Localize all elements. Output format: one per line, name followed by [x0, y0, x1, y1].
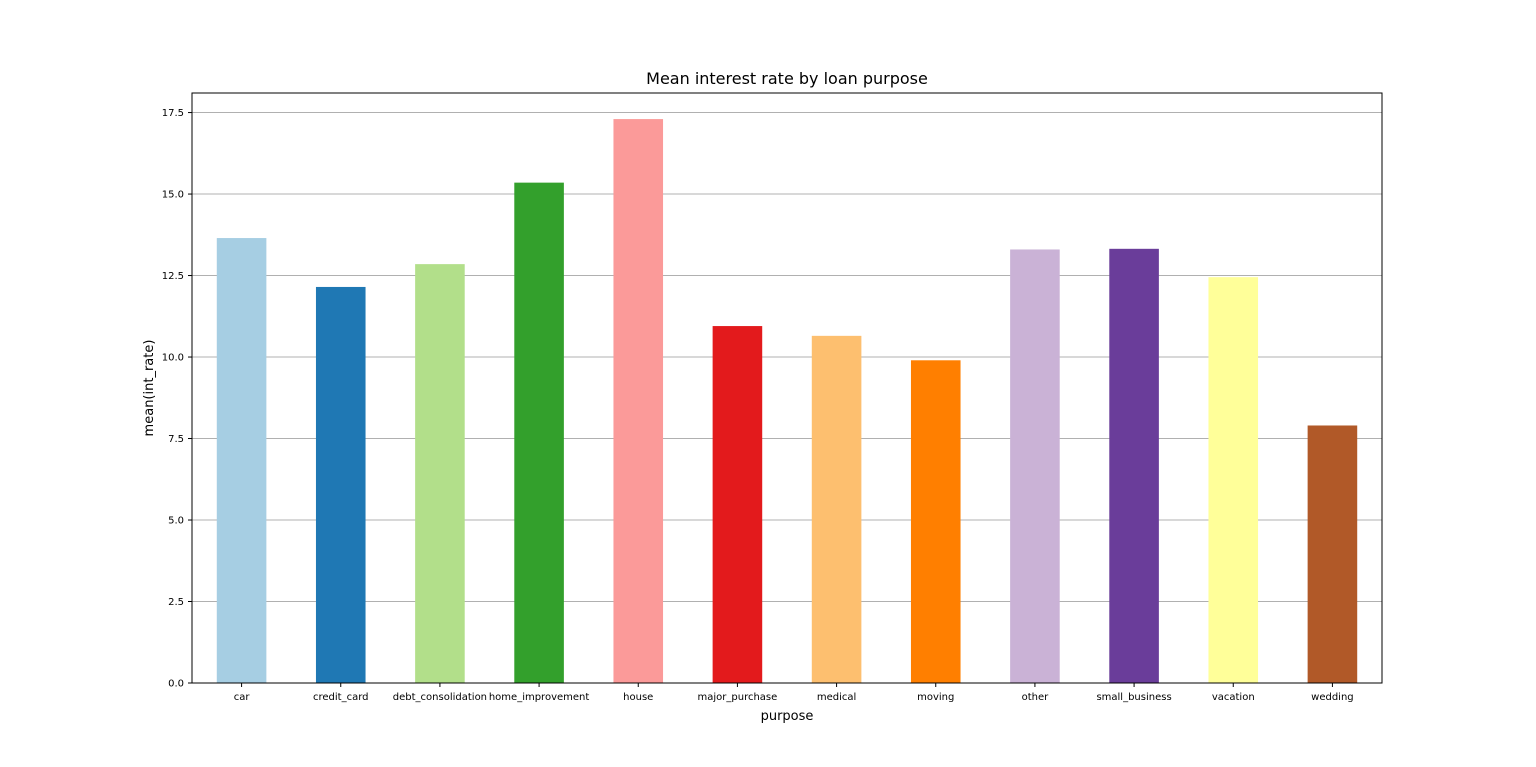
bars: [216, 119, 1358, 684]
bar-debt-consolidation: [415, 264, 465, 683]
bar-vacation: [1208, 277, 1259, 683]
x-tick-label: home_improvement: [489, 692, 590, 703]
x-tick-label: vacation: [1212, 692, 1255, 703]
x-tick-label: debt_consolidation: [393, 692, 487, 703]
y-tick-label: 7.5: [168, 434, 184, 445]
chart-title: Mean interest rate by loan purpose: [646, 69, 928, 88]
y-tick-label: 0.0: [168, 679, 184, 690]
y-tick-label: 10.0: [162, 353, 184, 364]
y-axis-ticks: 0.0 2.5 5.0 7.5 10.0 12.5 15.0 17.5: [162, 108, 192, 690]
plot-frame: [191, 92, 1383, 684]
bar-house: [613, 119, 664, 684]
y-tick-label: 2.5: [168, 597, 184, 608]
bar-other: [1010, 249, 1060, 683]
x-tick-label: credit_card: [313, 692, 369, 703]
y-tick-label: 17.5: [162, 108, 184, 119]
x-tick-label: wedding: [1311, 692, 1354, 703]
y-axis-label: mean(int_rate): [142, 340, 157, 437]
bar-credit-card: [315, 286, 366, 683]
x-axis-ticks: car credit_card debt_consolidation home_imp…: [234, 683, 1354, 703]
x-tick-label: other: [1022, 692, 1050, 703]
bar-car: [216, 238, 267, 684]
bar-wedding: [1307, 425, 1358, 683]
x-axis-label: purpose: [761, 709, 814, 724]
bar-moving: [910, 360, 961, 683]
x-tick-label: house: [623, 692, 653, 703]
x-tick-label: small_business: [1096, 692, 1171, 703]
gridlines: [192, 112, 1382, 684]
x-tick-label: car: [234, 692, 251, 703]
bar-major-purchase: [712, 326, 763, 683]
x-tick-label: medical: [817, 692, 856, 703]
y-tick-label: 5.0: [168, 516, 184, 527]
bar-medical: [811, 335, 862, 683]
bar-small-business: [1109, 248, 1159, 684]
y-tick-label: 15.0: [162, 190, 184, 201]
x-tick-label: major_purchase: [698, 692, 778, 703]
bar-home-improvement: [514, 182, 564, 684]
x-tick-label: moving: [917, 692, 954, 703]
y-tick-label: 12.5: [162, 271, 184, 282]
